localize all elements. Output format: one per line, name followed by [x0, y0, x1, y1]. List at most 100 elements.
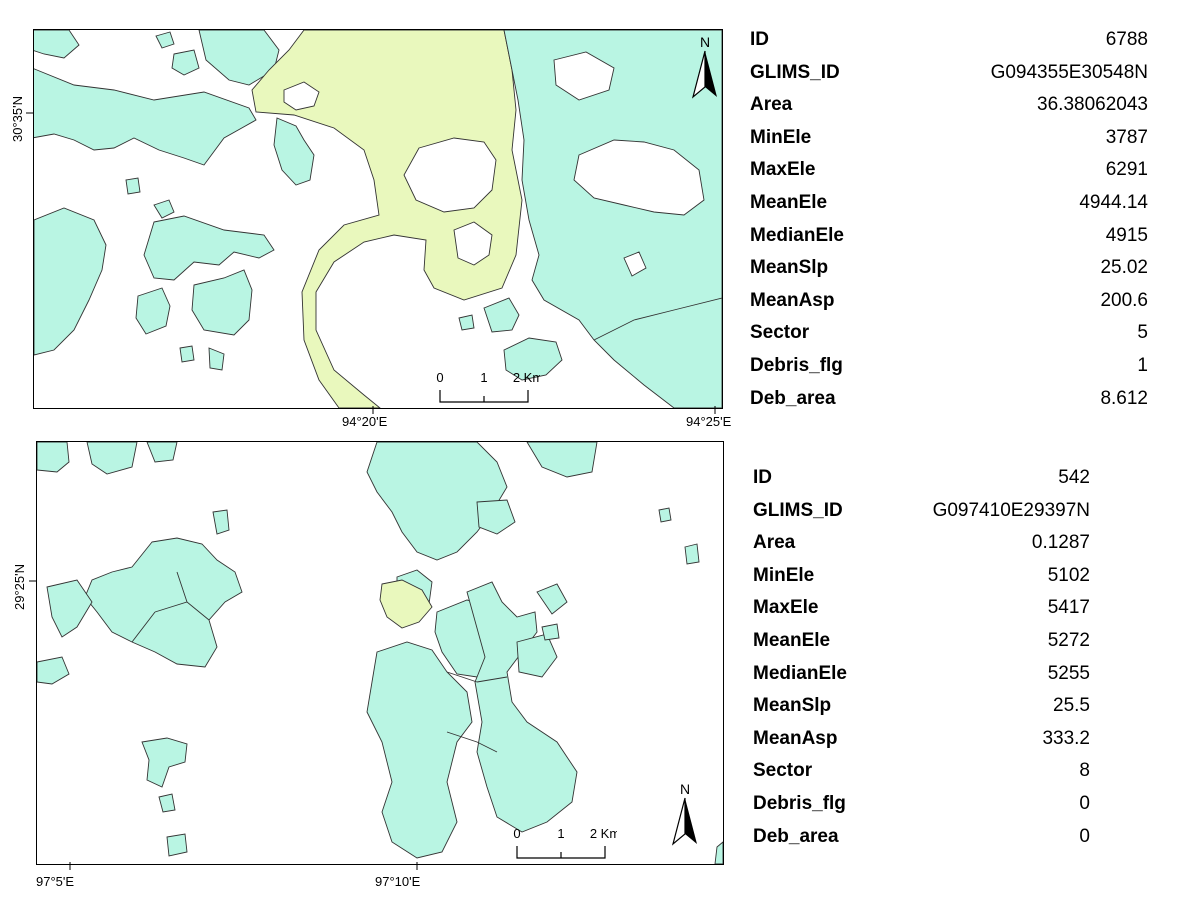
- glacier-map-bottom: [36, 441, 724, 865]
- attribute-row: MeanSlp 25.5: [753, 690, 1090, 723]
- attribute-value: 36.38062043: [1037, 94, 1148, 116]
- attribute-key: MedianEle: [753, 662, 847, 684]
- attribute-row: ID 6788: [750, 24, 1148, 57]
- attribute-value: 8.612: [1100, 387, 1148, 409]
- attribute-key: Deb_area: [750, 387, 836, 409]
- attribute-row: MeanEle 4944.14: [750, 187, 1148, 220]
- glacier-polygon: [503, 337, 563, 381]
- glacier-polygon: [37, 442, 70, 473]
- attribute-row: MeanAsp 200.6: [750, 285, 1148, 318]
- attribute-key: ID: [753, 467, 772, 488]
- glacier-polygon: [466, 581, 578, 833]
- longitude-label: 97°10'E: [375, 874, 421, 889]
- ice-divide-line: [131, 571, 210, 643]
- attribute-value: 0.1287: [1031, 532, 1090, 554]
- longitude-label: 97°5'E: [36, 874, 75, 889]
- attribute-value: 6291: [1105, 159, 1148, 181]
- attribute-key: MaxEle: [753, 597, 819, 619]
- attribute-value: G097410E29397N: [932, 499, 1090, 521]
- attribute-value: 25.02: [1100, 257, 1148, 279]
- glacier-polygon: [166, 833, 188, 857]
- glacier-polygon: [155, 31, 175, 49]
- attribute-table-top: ID 6788 GLIMS_ID G094355E30548N Area 36.38062…: [750, 24, 1148, 415]
- attribute-key: Debris_flg: [750, 354, 843, 376]
- scale-label-0: 0: [436, 370, 443, 385]
- glacier-polygon: [212, 509, 230, 535]
- glacier-map-top: [33, 29, 723, 409]
- longitude-label: 94°25'E: [686, 414, 732, 429]
- glacier-polygon: [273, 117, 315, 186]
- attribute-key: MinEle: [753, 564, 815, 586]
- nunatak-polygon: [453, 221, 493, 266]
- nunatak-polygon: [403, 137, 497, 213]
- debris-cover-polygon: [251, 30, 523, 408]
- ice-divide-line: [593, 297, 722, 341]
- attribute-key: Deb_area: [753, 825, 839, 847]
- glacier-polygon: [179, 345, 195, 363]
- attribute-row: GLIMS_ID G094355E30548N: [750, 57, 1148, 90]
- attribute-value: 5: [1137, 322, 1148, 344]
- attribute-value: 8: [1079, 760, 1090, 782]
- north-label: N: [680, 781, 690, 797]
- glacier-polygon: [34, 207, 107, 356]
- glacier-map-bottom-canvas: [37, 442, 723, 864]
- attribute-key: Sector: [753, 760, 813, 782]
- attribute-value: 5255: [1047, 662, 1090, 684]
- latitude-label: 29°25'N: [12, 564, 27, 610]
- scale-label-2: 2 Km: [590, 826, 617, 841]
- attribute-key: Area: [753, 532, 796, 554]
- attribute-value: 0: [1079, 825, 1090, 847]
- glacier-polygon: [143, 215, 275, 281]
- attribute-row: MeanAsp 333.2: [753, 723, 1090, 756]
- glacier-polygon: [125, 177, 141, 195]
- north-arrow-bottom: N: [671, 781, 697, 846]
- glacier-polygon: [714, 841, 723, 864]
- glacier-polygon: [191, 269, 253, 336]
- glacier-polygon: [503, 30, 722, 408]
- glacier-polygon: [146, 442, 178, 463]
- attribute-value: 5417: [1047, 597, 1090, 619]
- glacier-polygon: [46, 579, 93, 638]
- glacier-polygon: [684, 543, 700, 565]
- attribute-row: MedianEle 4915: [750, 220, 1148, 253]
- longitude-label: 94°20'E: [342, 414, 388, 429]
- glacier-polygon: [153, 199, 175, 219]
- attribute-value: 200.6: [1100, 289, 1148, 311]
- north-label: N: [700, 34, 710, 50]
- attribute-row: MeanSlp 25.02: [750, 252, 1148, 285]
- attribute-row: Deb_area 8.612: [750, 383, 1148, 416]
- debris-cover-polygon: [379, 579, 433, 629]
- attribute-key: MedianEle: [750, 224, 844, 246]
- glacier-polygon: [658, 507, 672, 523]
- attribute-row: MaxEle 6291: [750, 154, 1148, 187]
- glacier-polygon: [171, 49, 200, 76]
- attribute-row: Area 0.1287: [753, 527, 1090, 560]
- scale-label-1: 1: [480, 370, 487, 385]
- attribute-row: MedianEle 5255: [753, 658, 1090, 691]
- attribute-table-bottom: ID 542 GLIMS_ID G097410E29397N Area 0.1287 Min…: [753, 462, 1090, 853]
- attribute-key: MinEle: [750, 126, 812, 148]
- glacier-polygon: [34, 30, 80, 59]
- attribute-row: GLIMS_ID G097410E29397N: [753, 495, 1090, 528]
- ice-divide-line: [446, 671, 508, 753]
- glacier-polygon: [516, 633, 558, 678]
- attribute-key: Debris_flg: [753, 792, 846, 814]
- glacier-map-top-canvas: [34, 30, 722, 408]
- latitude-label: 30°35'N: [10, 96, 25, 142]
- attribute-value: 0: [1079, 792, 1090, 814]
- scale-label-0: 0: [513, 826, 520, 841]
- attribute-key: Sector: [750, 322, 810, 344]
- attribute-value: 542: [1058, 467, 1090, 488]
- attribute-row: ID 542: [753, 462, 1090, 495]
- attribute-row: MinEle 3787: [750, 122, 1148, 155]
- attribute-row: Sector 5: [750, 317, 1148, 350]
- glacier-polygon: [536, 583, 568, 615]
- attribute-value: 1: [1137, 354, 1148, 376]
- glacier-polygon: [198, 30, 280, 86]
- attribute-row: MinEle 5102: [753, 560, 1090, 593]
- attribute-key: MeanAsp: [750, 289, 835, 311]
- attribute-value: 4944.14: [1079, 191, 1148, 213]
- glacier-polygon: [34, 68, 257, 166]
- attribute-key: MeanAsp: [753, 727, 838, 749]
- attribute-key: MeanEle: [753, 629, 831, 651]
